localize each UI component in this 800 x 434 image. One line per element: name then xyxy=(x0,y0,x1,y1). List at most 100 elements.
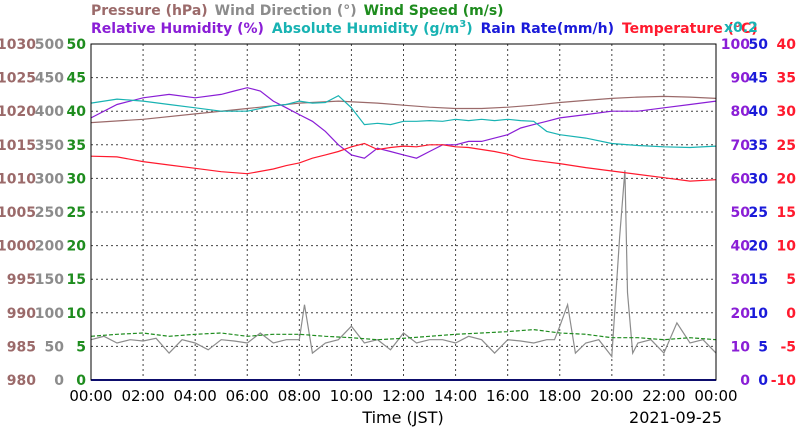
x-tick-label: 22:00 xyxy=(642,387,685,405)
legend-row-1: Pressure (hPa) Wind Direction (°) Wind Spe… xyxy=(91,3,504,19)
temperature-tick-label: 0 xyxy=(786,306,796,322)
series-1 xyxy=(90,170,717,359)
x-tick-label: 04:00 xyxy=(174,387,217,405)
temperature-tick-label: -10 xyxy=(771,373,797,389)
pressure-tick-label: 1025 xyxy=(0,71,36,87)
x-tick-label: 00:00 xyxy=(69,387,112,405)
rain-tick-label: 35 xyxy=(749,138,768,154)
humidity-tick-label: 80 xyxy=(731,104,751,120)
series-2 xyxy=(90,328,717,341)
pressure-tick-label: 995 xyxy=(7,272,36,288)
legend-entry: Relative Humidity (%) xyxy=(91,21,264,37)
x-tick-label: 10:00 xyxy=(330,387,373,405)
humidity-tick-label: 40 xyxy=(731,239,751,255)
pressure-tick-label: 990 xyxy=(7,306,36,322)
wind-speed-tick-label: 40 xyxy=(67,104,87,120)
humidity-tick-label: 100 xyxy=(721,37,750,53)
temperature-tick-label: 10 xyxy=(777,239,797,255)
temperature-tick-label: 30 xyxy=(777,104,797,120)
wind-direction-tick-label: 250 xyxy=(35,205,64,221)
x-tick-label: 14:00 xyxy=(434,387,477,405)
temperature-tick-label: 40 xyxy=(777,37,797,53)
pressure-tick-label: 1030 xyxy=(0,37,36,53)
wind-speed-tick-label: 15 xyxy=(67,272,86,288)
wind-direction-tick-label: 150 xyxy=(35,272,64,288)
wind-speed-tick-label: 10 xyxy=(67,306,87,322)
wind-speed-tick-label: 50 xyxy=(67,37,87,53)
x-tick-label: 12:00 xyxy=(382,387,425,405)
wind-speed-tick-label: 5 xyxy=(76,339,86,355)
plot-area xyxy=(90,87,717,381)
wind-direction-tick-label: 200 xyxy=(35,239,64,255)
wind-speed-tick-label: 20 xyxy=(67,239,87,255)
wind-direction-tick-label: 350 xyxy=(35,138,64,154)
x-tick-label: 08:00 xyxy=(278,387,321,405)
pressure-tick-label: 1000 xyxy=(0,239,36,255)
rain-tick-label: 5 xyxy=(758,339,768,355)
wind-speed-tick-label: 35 xyxy=(67,138,86,154)
pressure-tick-label: 1005 xyxy=(0,205,36,221)
series-line xyxy=(90,94,717,149)
x-tick-label: 16:00 xyxy=(486,387,529,405)
rain-tick-label: 10 xyxy=(749,306,769,322)
humidity-tick-label: 50 xyxy=(731,205,751,221)
legend-entry: Temperature (°C) xyxy=(622,21,758,37)
rain-tick-label: 40 xyxy=(749,104,769,120)
wind-direction-tick-label: 400 xyxy=(35,104,64,120)
legend-entry: Wind Speed (m/s) xyxy=(364,3,504,19)
wind-speed-tick-label: 30 xyxy=(67,171,87,187)
legend-entry: Rain Rate(mm/h) xyxy=(481,21,614,37)
legend-entry: Wind Direction (°) xyxy=(215,3,357,19)
plot-frame xyxy=(90,43,717,381)
series-4 xyxy=(90,94,717,149)
wind-speed-tick-label: 45 xyxy=(67,71,86,87)
chart-grid xyxy=(91,44,716,380)
temperature-tick-label: 15 xyxy=(777,205,796,221)
wind-direction-tick-label: 500 xyxy=(35,37,64,53)
wind-speed-tick-label: 25 xyxy=(67,205,86,221)
date-label: 2021-09-25 xyxy=(629,408,722,427)
humidity-tick-label: 70 xyxy=(731,138,751,154)
legend-row-2: Relative Humidity (%) Absolute Humidity (… xyxy=(91,19,758,37)
wind-direction-tick-label: 50 xyxy=(45,339,65,355)
wind-direction-tick-label: 0 xyxy=(54,373,64,389)
x-tick-label: 02:00 xyxy=(121,387,164,405)
humidity-tick-label: 30 xyxy=(731,272,751,288)
humidity-tick-label: 90 xyxy=(731,71,751,87)
x-axis-label: Time (JST) xyxy=(361,408,443,427)
rain-tick-label: 45 xyxy=(749,71,768,87)
temperature-tick-label: 35 xyxy=(777,71,796,87)
humidity-tick-label: 60 xyxy=(731,171,751,187)
series-line xyxy=(90,95,717,124)
rain-multiplier-label: x0.2 xyxy=(724,20,758,36)
temperature-tick-label: 5 xyxy=(786,272,796,288)
wind-speed-tick-label: 0 xyxy=(76,373,86,389)
rain-tick-label: 0 xyxy=(758,373,768,389)
temperature-tick-label: 25 xyxy=(777,138,796,154)
wind-direction-tick-label: 450 xyxy=(35,71,64,87)
wind-direction-tick-label: 300 xyxy=(35,171,64,187)
humidity-tick-label: 0 xyxy=(740,373,750,389)
left-axes-ticks: 1030102510201015101010051000995990985980… xyxy=(0,37,86,389)
temperature-tick-label: -5 xyxy=(780,339,796,355)
humidity-tick-label: 10 xyxy=(731,339,751,355)
rain-tick-label: 30 xyxy=(749,171,769,187)
legend-entry: Pressure (hPa) xyxy=(91,3,208,19)
x-tick-label: 20:00 xyxy=(590,387,633,405)
humidity-tick-label: 20 xyxy=(731,306,751,322)
pressure-tick-label: 980 xyxy=(7,373,36,389)
rain-tick-label: 15 xyxy=(749,272,768,288)
series-6 xyxy=(90,142,717,182)
rain-tick-label: 50 xyxy=(749,37,769,53)
x-tick-label: 00:00 xyxy=(694,387,737,405)
pressure-tick-label: 1020 xyxy=(0,104,36,120)
x-tick-label: 18:00 xyxy=(538,387,581,405)
rain-tick-label: 25 xyxy=(749,205,768,221)
x-tick-label: 06:00 xyxy=(226,387,269,405)
series-line xyxy=(90,87,717,159)
pressure-tick-label: 1010 xyxy=(0,171,36,187)
x-axis-ticks: 00:00 02:00 04:00 06:00 08:00 10:00 12:00 14:00… xyxy=(69,387,737,405)
pressure-tick-label: 1015 xyxy=(0,138,36,154)
rain-tick-label: 20 xyxy=(749,239,769,255)
